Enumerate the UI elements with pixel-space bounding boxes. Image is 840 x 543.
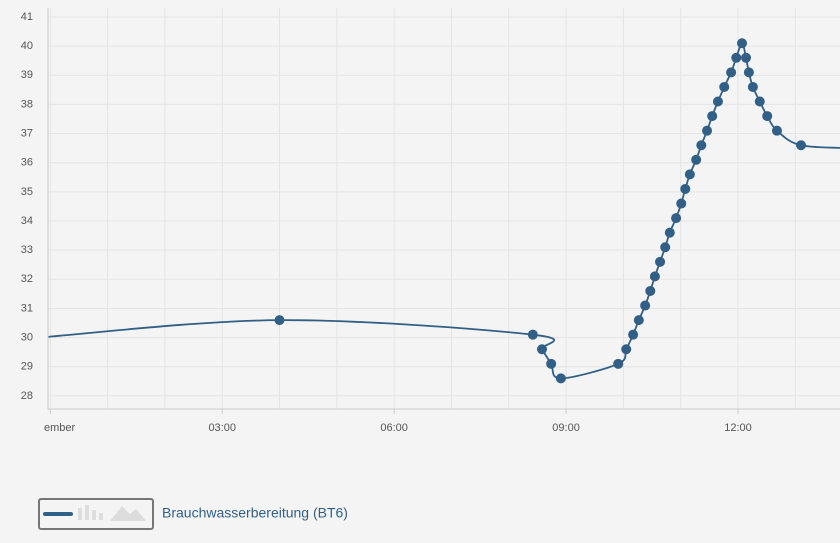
data-point bbox=[696, 140, 707, 151]
legend-box[interactable] bbox=[38, 498, 154, 530]
data-point bbox=[555, 373, 566, 384]
series-line bbox=[48, 42, 840, 380]
data-point bbox=[664, 227, 675, 238]
y-tick-label: 39 bbox=[21, 69, 33, 81]
legend-icon bbox=[85, 505, 89, 520]
y-tick-label: 34 bbox=[21, 215, 33, 227]
data-point bbox=[702, 125, 713, 136]
data-point bbox=[274, 315, 285, 326]
data-point bbox=[754, 96, 765, 107]
data-point bbox=[527, 329, 538, 340]
x-tick-label: 09:00 bbox=[552, 422, 580, 434]
data-point bbox=[640, 300, 651, 311]
data-point bbox=[684, 169, 695, 180]
data-point bbox=[737, 38, 748, 49]
data-point bbox=[726, 67, 737, 78]
y-tick-label: 40 bbox=[21, 40, 33, 52]
data-point bbox=[645, 285, 656, 296]
y-tick-label: 28 bbox=[21, 390, 33, 402]
data-point bbox=[771, 125, 782, 136]
legend-label[interactable]: Brauchwasserbereitung (BT6) bbox=[162, 505, 348, 521]
data-point bbox=[712, 96, 723, 107]
y-tick-label: 37 bbox=[21, 127, 33, 139]
legend-icon bbox=[99, 513, 103, 520]
data-point bbox=[660, 242, 671, 253]
data-point bbox=[633, 315, 644, 326]
legend-icon bbox=[110, 506, 146, 521]
data-point bbox=[621, 344, 632, 355]
y-tick-label: 38 bbox=[21, 98, 33, 110]
data-point bbox=[762, 111, 773, 122]
plot-area bbox=[34, 38, 840, 384]
data-point bbox=[747, 81, 758, 92]
data-point bbox=[649, 271, 660, 282]
data-point bbox=[691, 154, 702, 165]
x-tick-label: 03:00 bbox=[208, 422, 236, 434]
data-point bbox=[676, 198, 687, 209]
data-point bbox=[743, 67, 754, 78]
legend-icon bbox=[92, 510, 96, 520]
y-tick-label: 31 bbox=[21, 302, 33, 314]
data-point bbox=[628, 329, 639, 340]
data-point bbox=[680, 183, 691, 194]
y-tick-label: 32 bbox=[21, 273, 33, 285]
data-point bbox=[707, 111, 718, 122]
data-point bbox=[671, 213, 682, 224]
legend-icon bbox=[78, 508, 82, 520]
data-point bbox=[34, 333, 44, 343]
x-tick-label: 12:00 bbox=[724, 422, 752, 434]
y-tick-label: 41 bbox=[21, 11, 33, 23]
y-tick-label: 30 bbox=[21, 332, 33, 344]
data-point bbox=[796, 140, 807, 151]
x-tick-label: 06:00 bbox=[380, 422, 408, 434]
data-point bbox=[546, 358, 557, 369]
grid bbox=[48, 8, 840, 409]
y-tick-label: 35 bbox=[21, 186, 33, 198]
legend[interactable]: Brauchwasserbereitung (BT6) bbox=[38, 498, 348, 530]
data-point bbox=[655, 256, 666, 267]
y-tick-label: 36 bbox=[21, 157, 33, 169]
data-point bbox=[613, 358, 624, 369]
x-tick-label: ember bbox=[44, 422, 76, 434]
y-tick-label: 33 bbox=[21, 244, 33, 256]
y-tick-label: 29 bbox=[21, 361, 33, 373]
data-point bbox=[536, 344, 547, 355]
data-point bbox=[741, 52, 752, 63]
data-point bbox=[719, 81, 730, 92]
data-point bbox=[731, 52, 742, 63]
